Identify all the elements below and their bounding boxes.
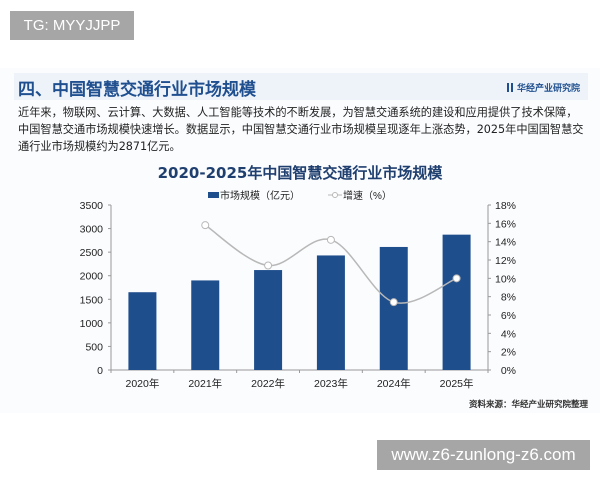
right-tick-label: 2% — [501, 347, 516, 359]
bar-2020年 — [128, 292, 157, 370]
legend-line-label: 增速（%） — [343, 189, 392, 202]
brand-icon — [506, 83, 513, 92]
x-tick-label: 2021年 — [188, 377, 222, 390]
legend-bar-label: 市场规模（亿元） — [220, 189, 300, 202]
watermark-url: www.z6-zunlong-z6.com — [377, 440, 590, 470]
left-tick-label: 1000 — [80, 318, 104, 330]
right-tick-label: 14% — [495, 237, 516, 249]
intro-paragraph: 近年来，物联网、云计算、大数据、人工智能等技术的不断发展，为智慧交通系统的建设和… — [18, 106, 584, 153]
source-note: 资料来源：华经产业研究院整理 — [468, 400, 588, 410]
x-tick-label: 2020年 — [125, 377, 159, 390]
section-header: 四、中国智慧交通行业市场规模 华经产业研究院 — [14, 73, 588, 100]
bar-2023年 — [316, 255, 345, 370]
left-tick-label: 0 — [97, 365, 103, 377]
right-tick-label: 8% — [501, 292, 516, 304]
right-tick-label: 6% — [501, 310, 516, 322]
brand-name: 华经产业研究院 — [516, 84, 580, 94]
growth-point — [264, 261, 273, 270]
bar-2024年 — [379, 246, 408, 370]
right-tick-label: 12% — [495, 255, 516, 267]
left-tick-label: 500 — [85, 341, 103, 353]
bar-2025年 — [442, 234, 471, 370]
growth-point — [326, 235, 335, 244]
legend-bar-swatch — [208, 192, 219, 198]
x-tick-label: 2024年 — [377, 377, 411, 390]
left-tick-label: 1500 — [80, 294, 104, 306]
right-tick-label: 10% — [495, 273, 516, 285]
tg-label: TG: MYYJJPP — [10, 11, 134, 40]
right-tick-label: 18% — [495, 200, 516, 212]
left-tick-label: 2500 — [80, 247, 104, 259]
right-tick-label: 0% — [501, 365, 516, 377]
article-card: 四、中国智慧交通行业市场规模 华经产业研究院 近年来，物联网、云计算、大数据、人… — [0, 68, 600, 413]
bar-2022年 — [254, 270, 283, 370]
chart-title: 2020-2025年中国智慧交通行业市场规模 — [157, 164, 443, 182]
left-tick-label: 2000 — [80, 271, 104, 283]
brand-logo: 华经产业研究院 — [506, 81, 580, 94]
right-tick-label: 4% — [501, 328, 516, 340]
legend-line-marker — [332, 192, 338, 198]
growth-point — [452, 274, 461, 283]
growth-point — [201, 221, 210, 230]
x-tick-label: 2025年 — [440, 377, 474, 390]
left-tick-label: 3500 — [80, 200, 104, 212]
growth-point — [389, 298, 398, 307]
bar-2021年 — [191, 280, 220, 370]
x-tick-label: 2023年 — [314, 377, 348, 390]
right-tick-label: 16% — [495, 218, 516, 230]
left-tick-label: 3000 — [80, 224, 104, 236]
x-tick-label: 2022年 — [251, 377, 285, 390]
section-title: 四、中国智慧交通行业市场规模 — [18, 80, 256, 100]
